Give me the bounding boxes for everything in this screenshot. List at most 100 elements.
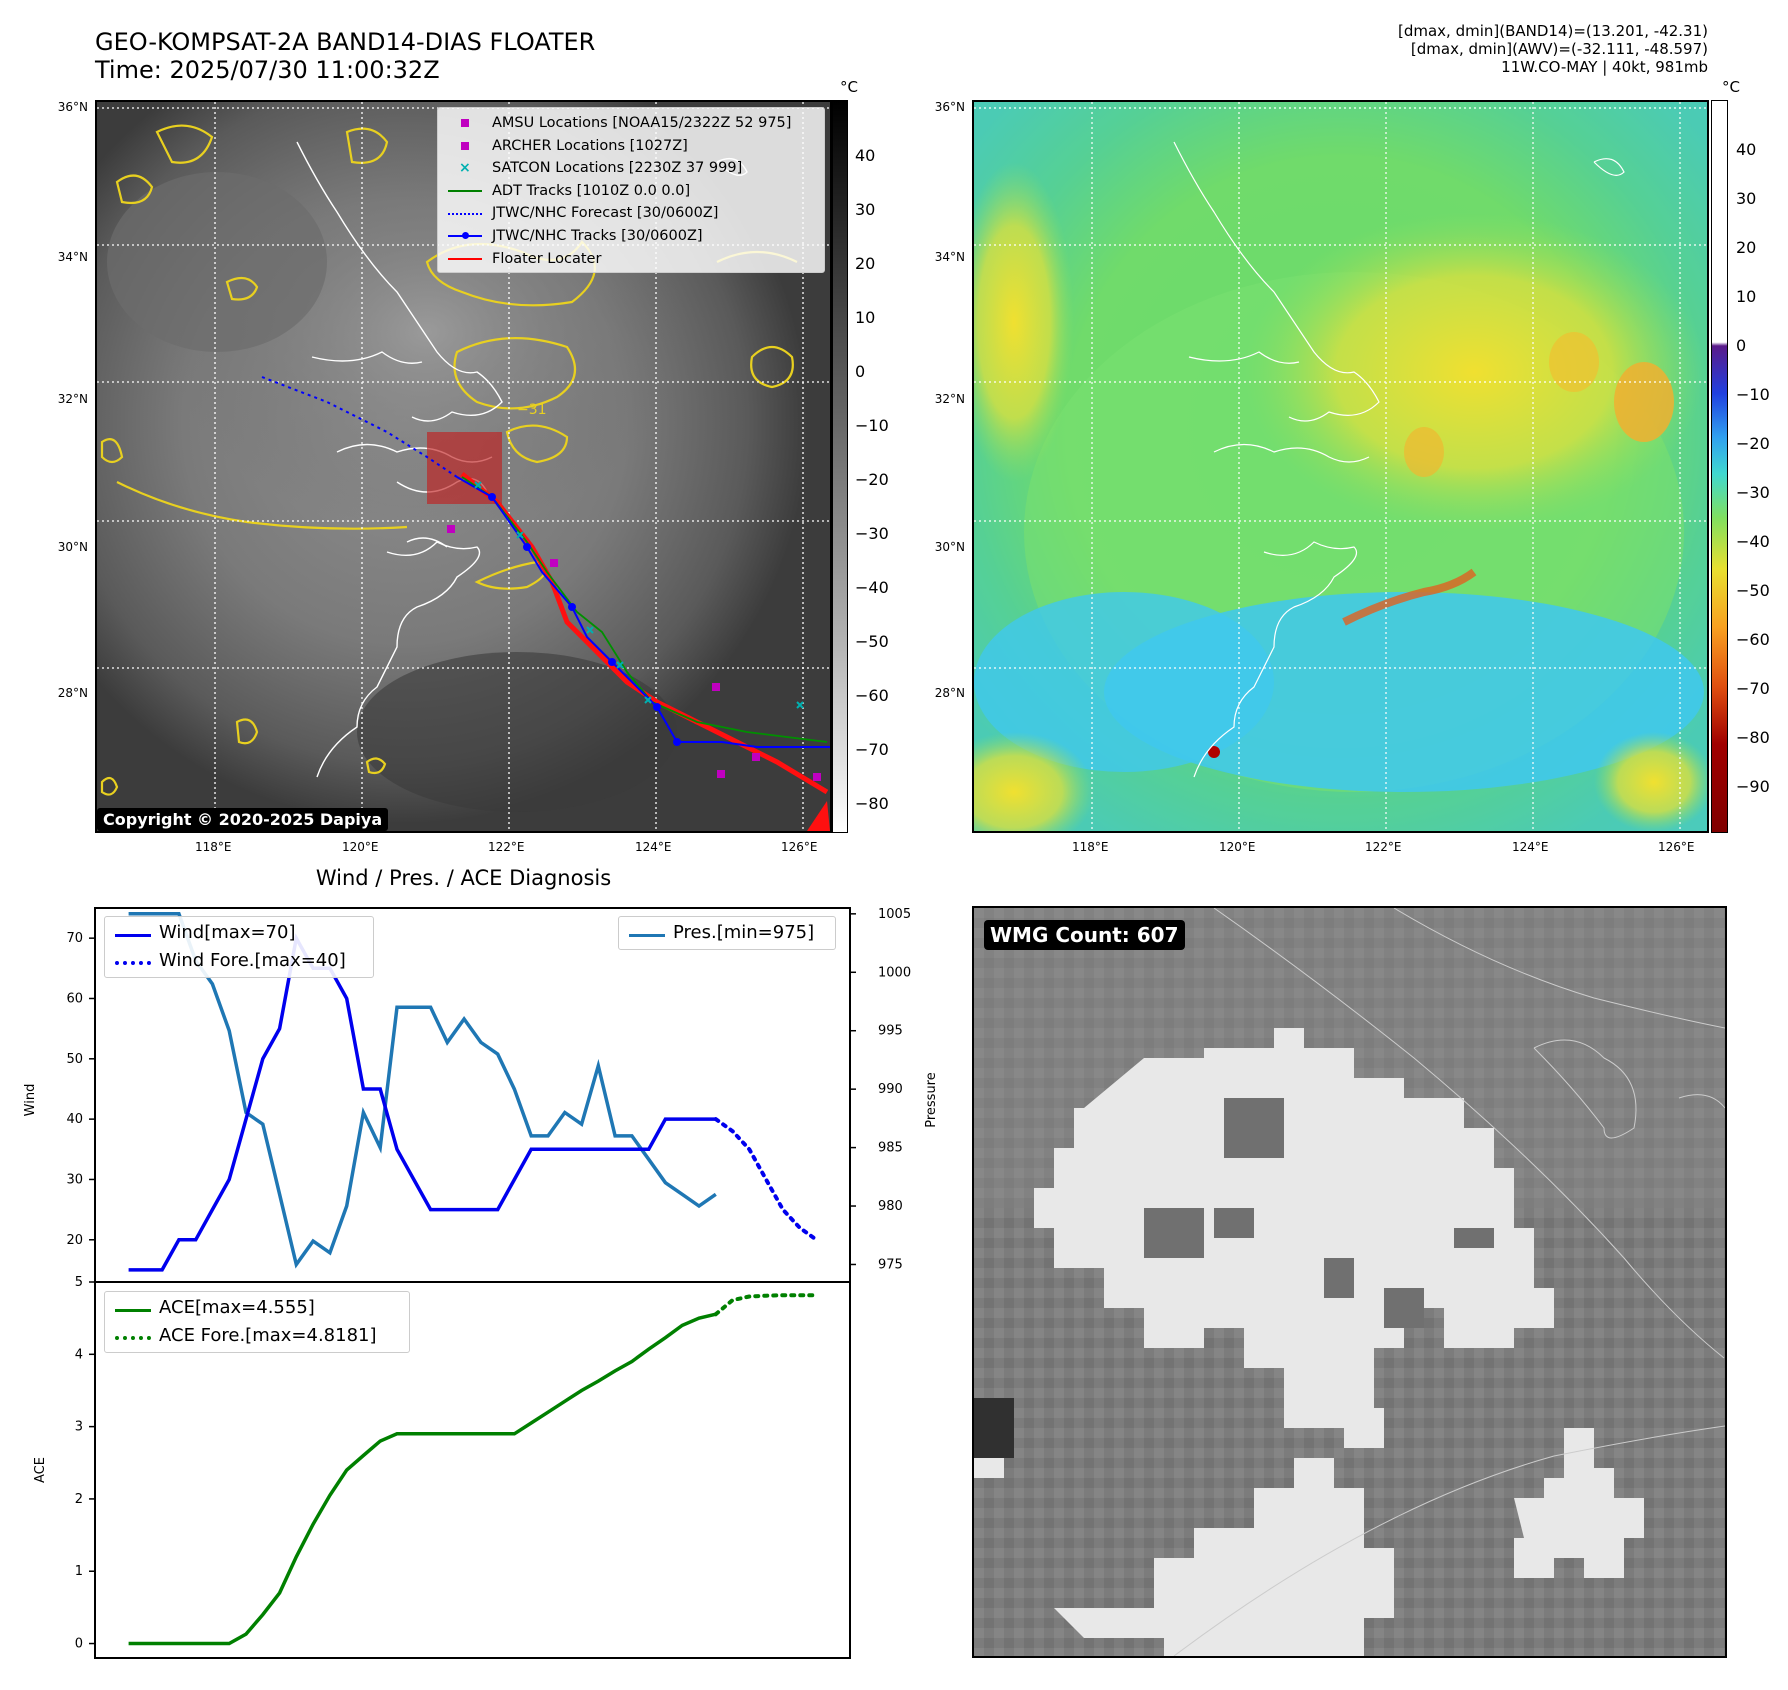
- colorbar-tick: 20: [1736, 238, 1757, 257]
- wv-gridlines: [974, 102, 1707, 831]
- colorbar-tick: −30: [1736, 483, 1770, 502]
- pressure-series-line-0: [128, 912, 717, 1269]
- legend-satcon: × SATCON Locations [2230Z 37 999]: [459, 160, 743, 177]
- lon-label: 126°E: [1658, 840, 1695, 854]
- pressure-axis-label: Pressure: [924, 1072, 939, 1128]
- colorbar-tick: −10: [1736, 385, 1770, 404]
- ir-lon-labels: 118°E 120°E 122°E 124°E 126°E: [95, 840, 832, 860]
- wv-colorbar-ticks: 40 30 20 10 0 −10 −20 −30 −40 −50 −60 −7…: [1736, 100, 1788, 833]
- wmg-panel[interactable]: WMG Count: 607: [972, 906, 1727, 1658]
- colorbar-tick: −10: [855, 416, 889, 435]
- y-tick-label: 0: [75, 1637, 83, 1652]
- legend-floater: Floater Locater: [446, 248, 816, 271]
- wv-map-image: [974, 102, 1707, 831]
- wv-colorbar-unit: °C: [1722, 78, 1740, 96]
- colorbar-tick: 40: [1736, 140, 1757, 159]
- colorbar-tick: −80: [1736, 728, 1770, 747]
- lat-label: 34°N: [57, 250, 88, 264]
- lon-label: 124°E: [1512, 840, 1549, 854]
- colorbar-tick: −90: [1736, 777, 1770, 796]
- lon-label: 118°E: [195, 840, 232, 854]
- lon-label: 126°E: [781, 840, 818, 854]
- jtwc-track-points: [488, 493, 681, 746]
- y-tick-label: 2: [75, 1492, 83, 1507]
- pres-legend: Pres.[min=975]: [618, 916, 836, 950]
- lat-label: 28°N: [57, 686, 88, 700]
- colorbar-tick: 40: [855, 146, 876, 165]
- colorbar-tick: −70: [1736, 679, 1770, 698]
- wv-lon-labels: 118°E 120°E 122°E 124°E 126°E: [972, 840, 1709, 860]
- floater-box: [427, 432, 502, 504]
- jtwc-track: [456, 476, 830, 748]
- lat-label: 32°N: [934, 392, 965, 406]
- wmg-warm-holes: [1144, 1098, 1494, 1328]
- ir-lat-labels: 36°N 34°N 32°N 30°N 28°N: [40, 100, 90, 833]
- colorbar-tick: 10: [855, 308, 876, 327]
- colorbar-tick: −80: [855, 794, 889, 813]
- colorbar-tick: 10: [1736, 287, 1757, 306]
- lat-label: 36°N: [934, 100, 965, 114]
- ace-axis-label: ACE: [33, 1457, 48, 1483]
- y-tick-label: 1000: [878, 965, 911, 980]
- y-tick-label: 30: [66, 1172, 83, 1187]
- wmg-cold-tops: [974, 1028, 1644, 1656]
- diag-chart[interactable]: 20 30 40 50 60 70 975 980 985 990 995 1000 1005 0 1 2…: [0, 900, 960, 1680]
- colorbar-tick: 0: [1736, 336, 1747, 355]
- colorbar-tick: −40: [1736, 532, 1770, 551]
- contour-label: −31: [517, 402, 547, 418]
- archer-amsu-markers: [447, 525, 821, 781]
- lon-label: 118°E: [1072, 840, 1109, 854]
- y-tick-label: 1005: [878, 907, 911, 922]
- y-tick-label: 985: [878, 1141, 903, 1156]
- figure-title: GEO-KOMPSAT-2A BAND14-DIAS FLOATER Time:…: [95, 28, 595, 84]
- wind-series-line-1: [713, 1117, 819, 1242]
- wmg-image: [974, 908, 1725, 1656]
- wv-map-panel[interactable]: [972, 100, 1709, 833]
- colorbar-tick: 30: [855, 200, 876, 219]
- y-tick-label: 60: [66, 991, 83, 1006]
- lon-label: 124°E: [635, 840, 672, 854]
- y-tick-label: 990: [878, 1082, 903, 1097]
- info-awv: [dmax, dmin](AWV)=(-32.111, -48.597): [1410, 40, 1708, 58]
- colorbar-tick: −60: [855, 686, 889, 705]
- colorbar-tick: −50: [1736, 581, 1770, 600]
- legend-wind-fore: Wind Fore.[max=40]: [113, 947, 365, 975]
- lon-label: 122°E: [488, 840, 525, 854]
- floater-locater-track: [460, 472, 829, 795]
- legend-jtwc-tracks: JTWC/NHC Tracks [30/0600Z]: [446, 225, 816, 248]
- info-storm: 11W.CO-MAY | 40kt, 981mb: [1501, 58, 1708, 76]
- satcon-markers: [474, 481, 804, 709]
- ir-map-panel[interactable]: −31: [95, 100, 832, 833]
- y-tick-label: 40: [66, 1112, 83, 1127]
- lat-label: 36°N: [57, 100, 88, 114]
- y-tick-label: 1: [75, 1564, 83, 1579]
- legend-pres: Pres.[min=975]: [627, 919, 827, 947]
- legend-ace: ACE[max=4.555]: [113, 1294, 401, 1322]
- colorbar-tick: −70: [855, 740, 889, 759]
- colorbar-tick: −60: [1736, 630, 1770, 649]
- lat-label: 30°N: [934, 540, 965, 554]
- y-tick-label: 5: [75, 1275, 83, 1290]
- legend-jtwc-forecast: JTWC/NHC Forecast [30/0600Z]: [446, 202, 816, 225]
- storm-info: [dmax, dmin](BAND14)=(13.201, -42.31) [d…: [1398, 22, 1708, 76]
- lon-label: 122°E: [1365, 840, 1402, 854]
- wmg-count-badge: WMG Count: 607: [984, 920, 1185, 950]
- copyright-badge: Copyright © 2020-2025 Dapiya: [97, 808, 389, 831]
- lon-label: 120°E: [342, 840, 379, 854]
- wind-series-line-0: [128, 933, 716, 1272]
- ir-colorbar-ticks: 40 30 20 10 0 −10 −20 −30 −40 −50 −60 −7…: [855, 100, 915, 833]
- diag-title: Wind / Pres. / ACE Diagnosis: [315, 866, 612, 890]
- colorbar-tick: −50: [855, 632, 889, 651]
- y-tick-label: 50: [66, 1052, 83, 1067]
- ir-colorbar-unit: °C: [840, 78, 858, 96]
- colorbar-tick: 0: [855, 362, 866, 381]
- ace-series-line-1: [713, 1293, 819, 1317]
- lon-label: 120°E: [1219, 840, 1256, 854]
- legend-archer: ARCHER Locations [1027Z]: [446, 135, 816, 158]
- ace-series-line-0: [128, 1312, 717, 1646]
- title-time: Time: 2025/07/30 11:00:32Z: [95, 56, 440, 84]
- ir-colorbar: [832, 100, 848, 833]
- lat-label: 34°N: [934, 250, 965, 264]
- colorbar-tick: 30: [1736, 189, 1757, 208]
- legend-ace-fore: ACE Fore.[max=4.8181]: [113, 1322, 401, 1350]
